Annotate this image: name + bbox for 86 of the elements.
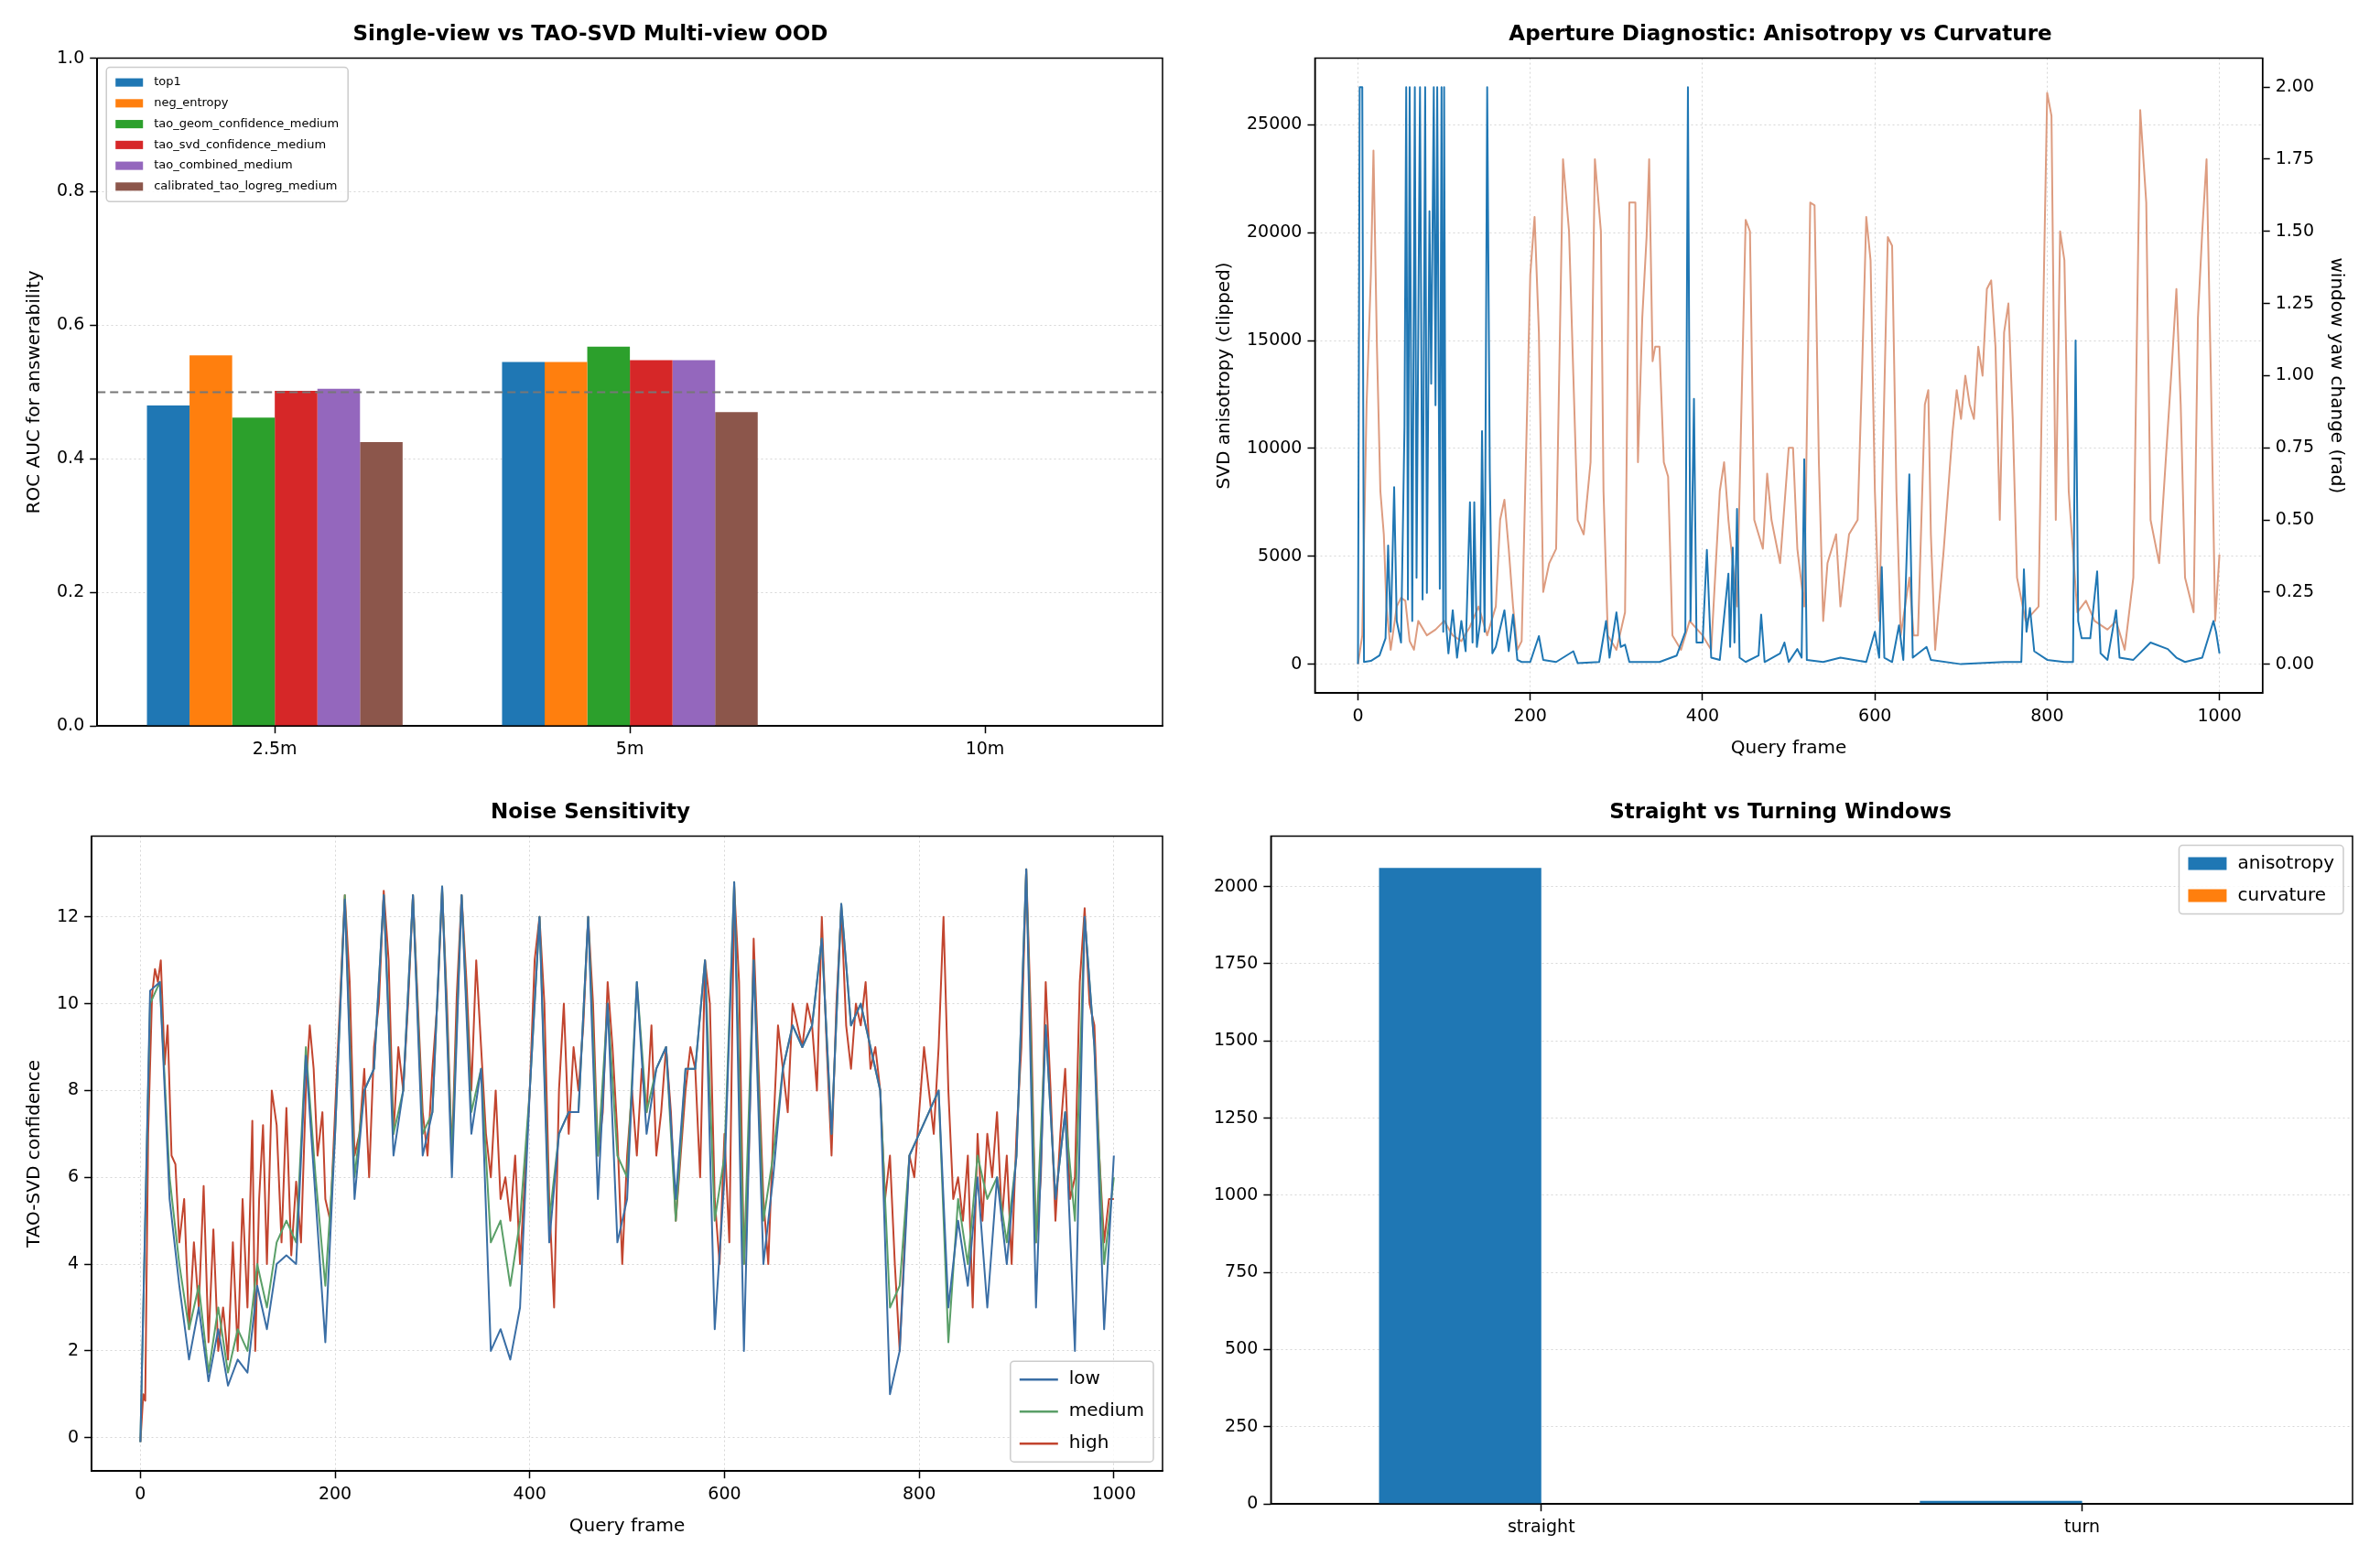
y-tick-label: 1.0 xyxy=(57,46,85,67)
bar xyxy=(275,390,318,726)
y2-tick-label: 1.50 xyxy=(2275,219,2315,240)
y2-axis-title: window yaw change (rad) xyxy=(2326,257,2349,494)
y-tick-label: 0.2 xyxy=(57,580,85,601)
x-tick-label: 1000 xyxy=(1091,1482,1137,1503)
chart-title: Straight vs Turning Windows xyxy=(1609,798,1952,823)
y-tick-label: 0.0 xyxy=(57,714,85,735)
x-tick-label: straight xyxy=(1507,1515,1575,1536)
x-tick-label: 400 xyxy=(513,1482,546,1503)
x-tick-label: 1000 xyxy=(2197,704,2242,725)
legend-label: tao_svd_confidence_medium xyxy=(154,136,327,151)
y-tick-label: 2000 xyxy=(1213,874,1259,895)
x-tick-label: 200 xyxy=(1513,704,1547,725)
x-tick-label: 800 xyxy=(903,1482,936,1503)
y-tick-label: 750 xyxy=(1225,1260,1259,1281)
bar xyxy=(715,412,758,726)
legend-label: top1 xyxy=(154,74,181,89)
bar xyxy=(587,346,631,726)
y-tick-label: 0.6 xyxy=(57,313,85,334)
x-tick-label: 600 xyxy=(1858,704,1892,725)
y-tick-label: 4 xyxy=(68,1251,80,1272)
x-tick-label: 0 xyxy=(135,1482,146,1503)
legend-label: tao_geom_confidence_medium xyxy=(154,115,340,130)
y-tick-label: 0 xyxy=(68,1425,80,1446)
y-tick-label: 12 xyxy=(56,904,80,925)
y-tick-label: 10000 xyxy=(1246,436,1303,457)
x-tick-label: 5m xyxy=(615,737,644,758)
y-axis-title: ROC AUC for answerability xyxy=(22,270,45,514)
y-tick-label: 1000 xyxy=(1213,1183,1259,1204)
bar xyxy=(545,362,588,726)
y2-tick-label: 0.00 xyxy=(2275,652,2315,673)
x-tick-label: 600 xyxy=(708,1482,741,1503)
legend-label: medium xyxy=(1068,1399,1145,1421)
y-tick-label: 0.4 xyxy=(57,447,85,468)
y-tick-label: 0 xyxy=(1291,652,1303,673)
bar xyxy=(672,360,716,726)
bar xyxy=(232,417,276,726)
bar xyxy=(317,388,361,726)
y-tick-label: 20000 xyxy=(1246,221,1303,242)
y-tick-label: 15000 xyxy=(1246,329,1303,350)
chart-title: Noise Sensitivity xyxy=(490,798,691,823)
bar xyxy=(630,360,673,726)
y2-tick-label: 1.25 xyxy=(2275,291,2315,312)
y-tick-label: 500 xyxy=(1225,1337,1259,1358)
x-tick-label: 0 xyxy=(1352,704,1364,725)
y-tick-label: 6 xyxy=(68,1165,80,1186)
y2-tick-label: 1.75 xyxy=(2275,146,2315,167)
y-tick-label: 2 xyxy=(68,1338,80,1359)
x-tick-label: 10m xyxy=(965,737,1005,758)
legend-label: calibrated_tao_logreg_medium xyxy=(154,178,338,193)
y-tick-label: 1250 xyxy=(1213,1106,1259,1127)
y-tick-label: 250 xyxy=(1225,1414,1259,1435)
x-axis-title: Query frame xyxy=(1730,736,1847,759)
legend-label: neg_entropy xyxy=(154,95,229,110)
bar xyxy=(146,405,190,726)
bar xyxy=(502,362,546,726)
legend-label: anisotropy xyxy=(2237,850,2335,873)
x-axis-title: Query frame xyxy=(568,1514,686,1537)
y-tick-label: 5000 xyxy=(1258,544,1303,565)
y-axis-title: SVD anisotropy (clipped) xyxy=(1212,262,1235,490)
legend-label: low xyxy=(1068,1367,1100,1389)
y-tick-label: 0.8 xyxy=(57,179,85,200)
chart-title: Aperture Diagnostic: Anisotropy vs Curvature xyxy=(1509,20,2052,45)
legend-label: tao_combined_medium xyxy=(154,157,293,172)
y-axis-title: TAO-SVD confidence xyxy=(22,1059,45,1248)
bar xyxy=(360,442,403,726)
x-tick-label: 2.5m xyxy=(252,737,298,758)
y2-tick-label: 1.00 xyxy=(2275,363,2315,384)
legend-label: curvature xyxy=(2237,882,2327,905)
x-tick-label: 200 xyxy=(318,1482,352,1503)
y2-tick-label: 0.75 xyxy=(2275,436,2315,457)
y2-tick-label: 0.50 xyxy=(2275,507,2315,528)
legend-label: high xyxy=(1068,1431,1109,1453)
chart-title: Single-view vs TAO-SVD Multi-view OOD xyxy=(352,20,828,45)
y-tick-label: 10 xyxy=(56,991,80,1012)
y2-tick-label: 2.00 xyxy=(2275,75,2315,96)
x-tick-label: 800 xyxy=(2030,704,2064,725)
y-tick-label: 1750 xyxy=(1213,951,1259,972)
y-tick-label: 1500 xyxy=(1213,1029,1259,1050)
y-tick-label: 25000 xyxy=(1246,113,1303,134)
y-tick-label: 8 xyxy=(68,1078,80,1099)
bar xyxy=(189,355,233,726)
x-tick-label: turn xyxy=(2064,1515,2101,1536)
x-tick-label: 400 xyxy=(1685,704,1720,725)
y2-tick-label: 0.25 xyxy=(2275,579,2315,600)
